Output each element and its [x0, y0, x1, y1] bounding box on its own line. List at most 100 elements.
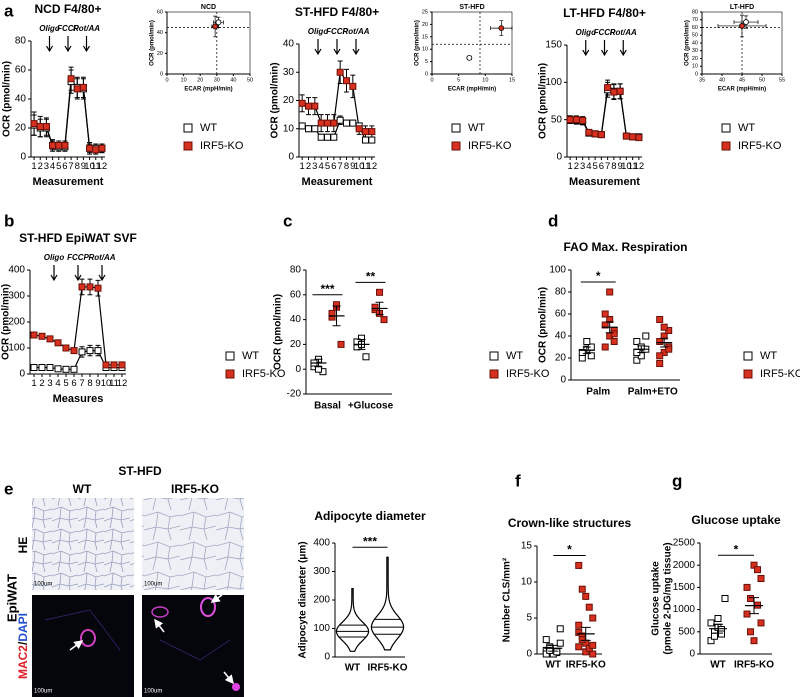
x-tick-label: 9 [617, 161, 622, 172]
panel-letter: b [4, 211, 14, 230]
significance-label: * [734, 542, 739, 556]
point [633, 356, 641, 364]
inset-y-label: OCR (pmol/min) [150, 20, 156, 66]
y-tick-label: 2000 [673, 560, 696, 571]
point [601, 321, 609, 329]
x-tick-label: 45 [739, 77, 745, 83]
x-tick-label: 20 [197, 77, 203, 83]
point [556, 625, 564, 633]
annotation: Oligo [44, 253, 65, 262]
point [55, 141, 63, 149]
y-tick-label: 60 [692, 25, 698, 31]
point [368, 128, 376, 136]
x-tick-label: 11 [109, 378, 119, 389]
point [86, 144, 94, 152]
point [750, 637, 758, 645]
y-tick-label: 100 [313, 623, 330, 634]
annotation: FCCP [67, 253, 89, 262]
point [601, 343, 609, 351]
legend-marker [225, 351, 235, 361]
x-tick-label: 8 [75, 161, 80, 172]
point [30, 120, 38, 128]
point [336, 116, 344, 124]
y-axis-label: Adipocyte diameter (μm) [298, 541, 309, 658]
point [380, 316, 388, 324]
x-tick-label: 11 [91, 161, 101, 172]
chart-title: ST-HFD EpiWAT SVF [19, 231, 137, 245]
error-bar [375, 301, 384, 316]
point [642, 332, 650, 340]
y-tick-label: 0 [695, 71, 698, 77]
error-bar [357, 338, 366, 350]
point [553, 648, 561, 656]
inset-y-label: OCR (pmol/min) [415, 20, 421, 66]
x-tick-label: IRF5-KO [734, 660, 774, 671]
y-tick-label: 70 [692, 17, 698, 23]
x-tick-label: 4 [586, 161, 591, 172]
legend-marker [721, 123, 731, 133]
legend-label: WT [506, 350, 523, 362]
x-tick-label: 30 [214, 77, 220, 83]
point [466, 54, 473, 61]
point [591, 130, 599, 138]
point [635, 134, 643, 142]
y-tick-label: 5 [425, 59, 428, 65]
point [62, 365, 70, 373]
y-tick-label: 0 [324, 652, 330, 663]
x-axis-label: Measurement [33, 176, 104, 188]
point [30, 364, 38, 371]
x-tick-label: 0 [165, 77, 168, 83]
y-axis-label: (pmole 2-DG/mg tissue) [663, 542, 674, 654]
y-tick-label: 200 [8, 317, 25, 328]
point [578, 349, 586, 356]
y-tick-label: 60 [157, 9, 163, 15]
y-tick-label: 25 [422, 9, 428, 15]
legend-label: WT [200, 122, 217, 134]
annotation: Rot/AA [73, 24, 100, 33]
y-tick-label: 2500 [673, 538, 696, 549]
x-tick-label: 3 [47, 378, 52, 389]
x-tick-label: IRF5-KO [566, 660, 606, 671]
y-tick-label: 20 [692, 56, 698, 62]
point [575, 621, 583, 629]
x-tick-label: 4 [50, 161, 55, 172]
chart-title: FAO Max. Respiration [563, 240, 687, 254]
annotation: Rot/AA [610, 28, 637, 37]
legend-marker [489, 369, 499, 379]
point [30, 331, 38, 339]
point [212, 23, 219, 30]
inset-x-label: ECAR (mpH/min) [184, 87, 232, 93]
legend-label: WT [738, 122, 755, 134]
x-tick-label: 1 [31, 378, 36, 389]
x-tick-label: 10 [101, 378, 112, 389]
y-tick-label: 5 [526, 613, 532, 624]
legend-label: IRF5-KO [242, 368, 286, 380]
x-tick-label: 10 [482, 77, 488, 83]
point [311, 102, 319, 110]
y-tick-label: 20 [555, 353, 567, 364]
y-tick-label: 60 [15, 65, 27, 76]
point [61, 141, 69, 149]
error-bar [749, 597, 759, 615]
point [67, 75, 75, 83]
x-tick-label: 10 [621, 161, 632, 172]
x-tick-label: 35 [699, 77, 705, 83]
y-tick-label: 20 [283, 95, 295, 106]
series-line [33, 286, 122, 366]
y-tick-label: 20 [290, 339, 302, 350]
point [757, 619, 765, 627]
point [362, 136, 369, 144]
point [54, 339, 62, 347]
legend-marker [451, 141, 461, 151]
y-tick-label: 1000 [673, 604, 696, 615]
x-tick-label: 12 [634, 161, 645, 172]
y-tick-label: 80 [290, 265, 302, 276]
point [349, 82, 357, 90]
x-axis-label: Measures [53, 393, 104, 405]
panel-letter: a [4, 1, 14, 20]
point [368, 136, 376, 144]
y-axis-label: OCR (pmol/min) [270, 62, 281, 138]
y-tick-label: 300 [8, 291, 25, 302]
annotation-arrow [50, 265, 58, 282]
